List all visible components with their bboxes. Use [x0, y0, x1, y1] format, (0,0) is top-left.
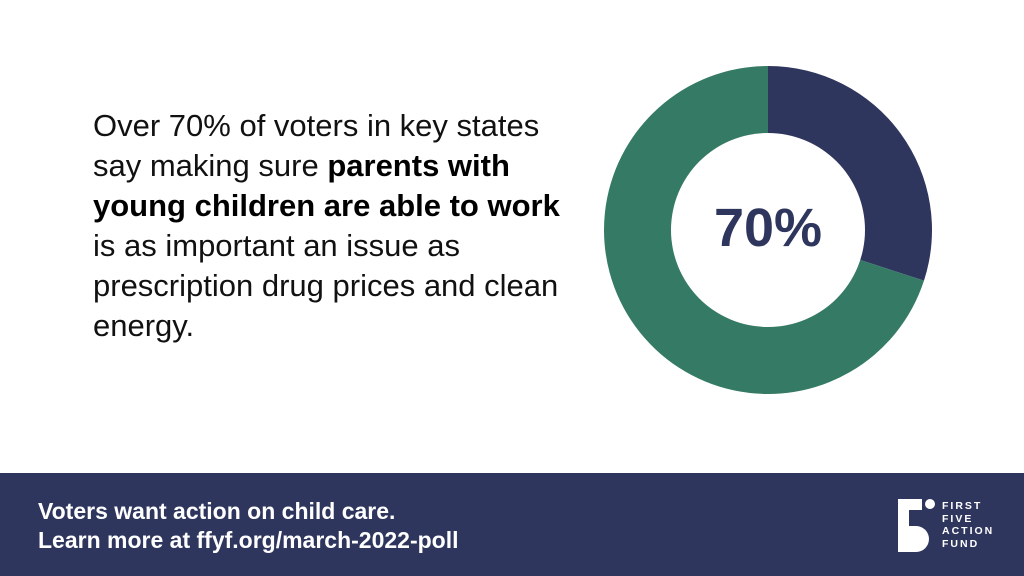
statement-text: Over 70% of voters in key states say mak…	[93, 106, 563, 346]
first-five-action-fund-logo: FIRST FIVE ACTION FUND	[896, 497, 1006, 553]
logo-word-first: FIRST	[942, 500, 983, 512]
footer-line-1: Voters want action on child care.	[38, 498, 396, 524]
donut-chart: 70%	[604, 66, 932, 394]
footer-line-2: Learn more at ffyf.org/march-2022-poll	[38, 527, 459, 553]
logo-wordmark: FIRST FIVE ACTION FUND	[942, 500, 994, 550]
logo-word-action: ACTION	[942, 525, 995, 537]
statement-part-2: is as important an issue as prescription…	[93, 228, 559, 343]
donut-hole	[671, 133, 865, 327]
statement-bold: parents with young children are able to …	[93, 148, 560, 223]
footer-text: Voters want action on child care. Learn …	[38, 497, 459, 555]
logo-word-fund: FUND	[942, 537, 980, 550]
center-label: 70%	[714, 198, 822, 258]
five-logo-icon	[898, 499, 935, 552]
logo-word-five: FIVE	[942, 512, 974, 525]
footer-banner: Voters want action on child care. Learn …	[0, 473, 1024, 576]
statement-part-1: Over 70% of voters in key states say mak…	[93, 108, 540, 183]
